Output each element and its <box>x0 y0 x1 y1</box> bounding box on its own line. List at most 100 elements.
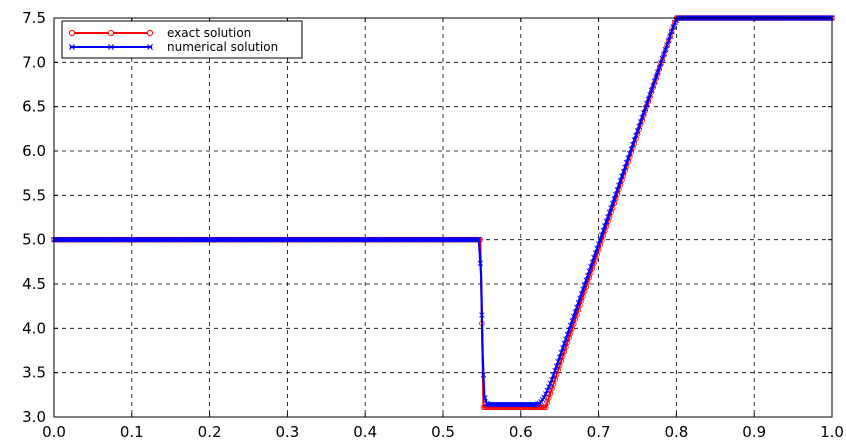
data-point <box>634 128 641 134</box>
data-point <box>594 245 600 252</box>
data-point <box>631 137 638 143</box>
data-point <box>542 391 549 397</box>
data-point <box>533 401 540 408</box>
data-point <box>541 394 547 401</box>
legend-marker <box>147 44 153 50</box>
data-point <box>655 69 661 75</box>
data-point <box>583 277 589 283</box>
data-point <box>572 309 578 315</box>
legend-label: exact solution <box>167 26 251 40</box>
data-point <box>616 182 622 188</box>
data-point <box>648 87 655 93</box>
x-tick-label: 0.1 <box>120 423 144 441</box>
data-point <box>556 354 563 360</box>
data-point <box>578 291 585 297</box>
data-point <box>569 318 575 324</box>
data-point <box>661 51 667 57</box>
data-point <box>580 286 586 293</box>
data-point <box>563 336 569 342</box>
data-point <box>602 223 608 229</box>
data-point <box>581 282 588 288</box>
data-point <box>656 64 663 71</box>
data-point <box>620 168 627 175</box>
legend-marker <box>69 44 75 50</box>
data-point <box>555 358 561 365</box>
x-tick-label: 0.6 <box>509 423 533 441</box>
data-point <box>606 209 613 216</box>
y-tick-label: 7.0 <box>22 53 46 71</box>
data-point <box>664 42 670 48</box>
y-tick-label: 3.0 <box>22 408 46 426</box>
x-tick-label: 1.0 <box>820 423 844 441</box>
legend-marker <box>107 29 115 37</box>
legend-marker <box>68 29 76 37</box>
data-point <box>592 250 599 256</box>
y-tick-label: 6.0 <box>22 142 46 160</box>
data-point <box>612 191 619 198</box>
data-point <box>591 254 597 261</box>
x-tick-label: 0.5 <box>431 423 455 441</box>
x-tick-label: 0.0 <box>42 423 66 441</box>
x-tick-label: 0.7 <box>587 423 611 441</box>
x-tick-label: 0.8 <box>664 423 688 441</box>
data-point <box>589 259 596 265</box>
tick-labels: 0.0 0.1 0.2 0.3 0.4 0.5 0.6 0.7 0.8 0.9 1.0 3.0 3.5 4… <box>22 9 844 441</box>
data-point <box>614 187 620 193</box>
data-point <box>544 387 550 394</box>
data-point <box>564 331 571 338</box>
data-point <box>482 395 488 401</box>
legend-item: exact solution <box>68 26 251 40</box>
data-point <box>560 345 566 351</box>
data-point <box>645 96 652 103</box>
data-point <box>541 404 547 411</box>
data-point <box>622 164 628 170</box>
legend-marker <box>108 44 114 50</box>
data-point <box>480 372 487 378</box>
data-point <box>623 159 630 166</box>
data-point <box>651 78 658 84</box>
data-point <box>608 205 614 211</box>
data-point <box>584 273 591 279</box>
legend-marker <box>146 29 154 37</box>
data-point <box>539 404 546 411</box>
x-tick-label: 0.3 <box>275 423 299 441</box>
data-point <box>662 46 669 53</box>
data-point <box>609 200 616 207</box>
data-point <box>617 178 624 184</box>
data-series <box>51 15 835 411</box>
data-point <box>552 367 558 374</box>
y-tick-label: 6.5 <box>22 98 46 116</box>
data-point <box>553 363 560 369</box>
data-point <box>627 150 633 157</box>
data-point <box>644 101 650 107</box>
data-point <box>558 349 564 356</box>
data-point <box>479 312 485 318</box>
data-point <box>633 132 639 139</box>
data-point <box>546 384 552 390</box>
data-point <box>637 119 644 125</box>
data-point <box>669 28 675 35</box>
data-point <box>665 37 672 44</box>
data-point <box>570 313 577 320</box>
data-point <box>577 295 583 302</box>
data-point <box>670 24 677 30</box>
y-tick-label: 5.0 <box>22 231 46 249</box>
data-point <box>597 236 603 243</box>
data-point <box>588 263 594 270</box>
data-point <box>586 268 592 274</box>
legend-item: numerical solution <box>69 40 278 54</box>
data-point <box>561 340 568 347</box>
data-point <box>642 105 648 112</box>
data-point <box>658 60 664 66</box>
x-tick-label: 0.9 <box>742 423 766 441</box>
data-point <box>549 377 555 383</box>
data-point <box>630 141 636 148</box>
legend-box <box>61 20 303 59</box>
data-point <box>595 241 602 247</box>
data-point <box>641 110 647 116</box>
data-point <box>625 155 631 161</box>
data-point <box>605 214 611 220</box>
data-point <box>636 123 642 130</box>
